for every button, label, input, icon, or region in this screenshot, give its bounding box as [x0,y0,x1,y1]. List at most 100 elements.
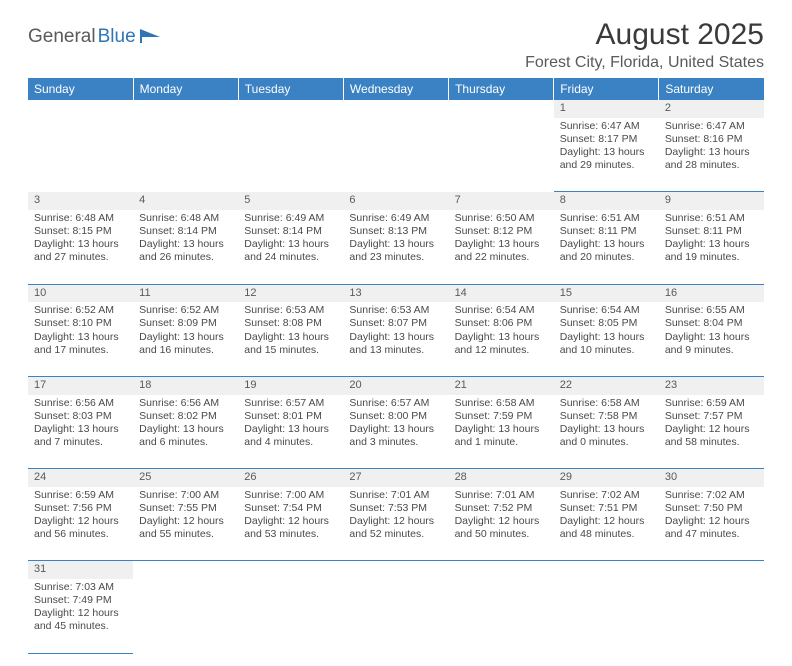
sunrise-text: Sunrise: 7:01 AM [455,489,548,502]
daylight-text-1: Daylight: 13 hours [455,331,548,344]
day-detail-row: Sunrise: 6:52 AMSunset: 8:10 PMDaylight:… [28,302,764,376]
day-detail-cell: Sunrise: 7:02 AMSunset: 7:50 PMDaylight:… [659,487,764,561]
sunrise-text: Sunrise: 6:48 AM [139,212,232,225]
sunset-text: Sunset: 8:12 PM [455,225,548,238]
daylight-text-1: Daylight: 12 hours [34,515,127,528]
daylight-text-1: Daylight: 13 hours [665,331,758,344]
daylight-text-2: and 1 minute. [455,436,548,449]
day-detail-cell: Sunrise: 6:58 AMSunset: 7:58 PMDaylight:… [554,395,659,469]
daylight-text-1: Daylight: 13 hours [244,331,337,344]
weekday-header: Saturday [659,78,764,100]
day-detail-cell: Sunrise: 6:59 AMSunset: 7:56 PMDaylight:… [28,487,133,561]
sunrise-text: Sunrise: 6:56 AM [34,397,127,410]
day-detail-cell [343,579,448,653]
day-number-cell: 5 [238,192,343,210]
sunset-text: Sunset: 7:50 PM [665,502,758,515]
daylight-text-2: and 52 minutes. [349,528,442,541]
sunrise-text: Sunrise: 6:49 AM [349,212,442,225]
day-detail-cell: Sunrise: 6:54 AMSunset: 8:05 PMDaylight:… [554,302,659,376]
day-number-cell [449,561,554,579]
day-number-row: 3456789 [28,192,764,210]
day-detail-cell: Sunrise: 6:57 AMSunset: 8:00 PMDaylight:… [343,395,448,469]
daylight-text-1: Daylight: 13 hours [34,331,127,344]
sunset-text: Sunset: 7:52 PM [455,502,548,515]
day-detail-cell: Sunrise: 6:47 AMSunset: 8:17 PMDaylight:… [554,118,659,192]
daylight-text-1: Daylight: 13 hours [244,423,337,436]
sunrise-text: Sunrise: 6:54 AM [455,304,548,317]
daylight-text-1: Daylight: 13 hours [34,238,127,251]
day-number-cell: 17 [28,376,133,394]
daylight-text-2: and 7 minutes. [34,436,127,449]
sunrise-text: Sunrise: 7:01 AM [349,489,442,502]
daylight-text-2: and 27 minutes. [34,251,127,264]
sunrise-text: Sunrise: 6:50 AM [455,212,548,225]
sunrise-text: Sunrise: 6:51 AM [560,212,653,225]
sunset-text: Sunset: 8:11 PM [560,225,653,238]
day-detail-cell: Sunrise: 6:56 AMSunset: 8:02 PMDaylight:… [133,395,238,469]
daylight-text-1: Daylight: 13 hours [560,238,653,251]
sunset-text: Sunset: 8:17 PM [560,133,653,146]
day-number-cell: 20 [343,376,448,394]
day-detail-row: Sunrise: 6:59 AMSunset: 7:56 PMDaylight:… [28,487,764,561]
daylight-text-1: Daylight: 13 hours [560,423,653,436]
daylight-text-2: and 28 minutes. [665,159,758,172]
day-number-cell: 13 [343,284,448,302]
sunrise-text: Sunrise: 7:02 AM [665,489,758,502]
calendar-body: 12 Sunrise: 6:47 AMSunset: 8:17 PMDaylig… [28,100,764,653]
day-number-cell [28,100,133,118]
sunset-text: Sunset: 8:11 PM [665,225,758,238]
daylight-text-2: and 15 minutes. [244,344,337,357]
daylight-text-1: Daylight: 13 hours [455,423,548,436]
daylight-text-2: and 13 minutes. [349,344,442,357]
daylight-text-1: Daylight: 12 hours [349,515,442,528]
day-detail-cell [449,118,554,192]
day-number-cell [554,561,659,579]
day-number-cell: 30 [659,469,764,487]
day-detail-cell: Sunrise: 6:51 AMSunset: 8:11 PMDaylight:… [554,210,659,284]
sunset-text: Sunset: 8:01 PM [244,410,337,423]
day-number-cell: 3 [28,192,133,210]
day-number-cell: 28 [449,469,554,487]
day-number-cell [659,561,764,579]
sunrise-text: Sunrise: 6:59 AM [665,397,758,410]
day-detail-cell: Sunrise: 6:49 AMSunset: 8:14 PMDaylight:… [238,210,343,284]
sunset-text: Sunset: 8:06 PM [455,317,548,330]
day-detail-cell [133,579,238,653]
sunset-text: Sunset: 7:55 PM [139,502,232,515]
daylight-text-2: and 47 minutes. [665,528,758,541]
daylight-text-1: Daylight: 13 hours [560,331,653,344]
sunrise-text: Sunrise: 6:58 AM [560,397,653,410]
sunset-text: Sunset: 8:14 PM [139,225,232,238]
day-detail-cell: Sunrise: 6:47 AMSunset: 8:16 PMDaylight:… [659,118,764,192]
day-detail-cell: Sunrise: 6:54 AMSunset: 8:06 PMDaylight:… [449,302,554,376]
daylight-text-2: and 58 minutes. [665,436,758,449]
day-detail-cell [343,118,448,192]
daylight-text-2: and 6 minutes. [139,436,232,449]
daylight-text-2: and 9 minutes. [665,344,758,357]
day-number-cell [343,561,448,579]
daylight-text-1: Daylight: 13 hours [139,423,232,436]
day-number-row: 17181920212223 [28,376,764,394]
logo: GeneralBlue [28,18,162,48]
daylight-text-2: and 29 minutes. [560,159,653,172]
sunset-text: Sunset: 8:05 PM [560,317,653,330]
sunset-text: Sunset: 8:07 PM [349,317,442,330]
weekday-header: Sunday [28,78,133,100]
daylight-text-1: Daylight: 13 hours [349,331,442,344]
sunrise-text: Sunrise: 6:52 AM [34,304,127,317]
day-number-cell [238,100,343,118]
logo-text-general: General [28,26,96,48]
day-number-cell: 22 [554,376,659,394]
day-number-row: 12 [28,100,764,118]
sunrise-text: Sunrise: 6:47 AM [665,120,758,133]
day-detail-row: Sunrise: 7:03 AMSunset: 7:49 PMDaylight:… [28,579,764,653]
day-number-cell: 2 [659,100,764,118]
title-block: August 2025 Forest City, Florida, United… [525,18,764,72]
daylight-text-2: and 26 minutes. [139,251,232,264]
day-number-cell: 4 [133,192,238,210]
weekday-header-row: SundayMondayTuesdayWednesdayThursdayFrid… [28,78,764,100]
day-detail-cell: Sunrise: 6:51 AMSunset: 8:11 PMDaylight:… [659,210,764,284]
day-number-cell [343,100,448,118]
day-number-cell: 19 [238,376,343,394]
sunset-text: Sunset: 7:58 PM [560,410,653,423]
